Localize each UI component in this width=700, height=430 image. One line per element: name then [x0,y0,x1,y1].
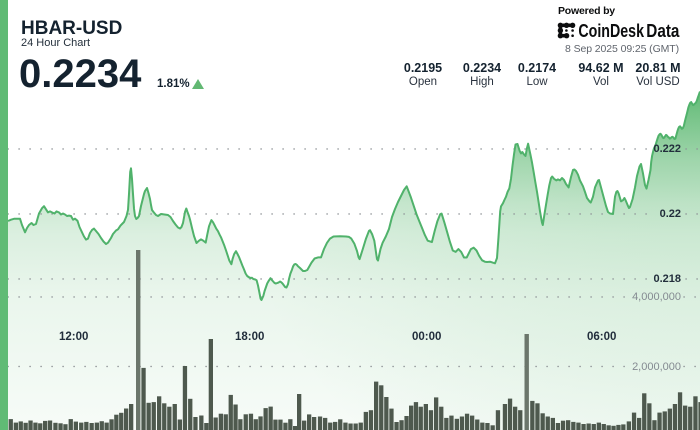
svg-text:Data: Data [646,21,680,41]
svg-text:CoinDesk: CoinDesk [578,21,644,41]
